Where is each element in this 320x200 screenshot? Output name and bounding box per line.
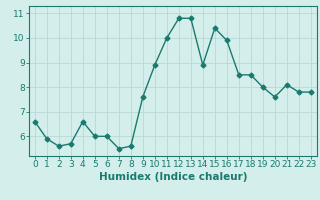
- X-axis label: Humidex (Indice chaleur): Humidex (Indice chaleur): [99, 172, 247, 182]
